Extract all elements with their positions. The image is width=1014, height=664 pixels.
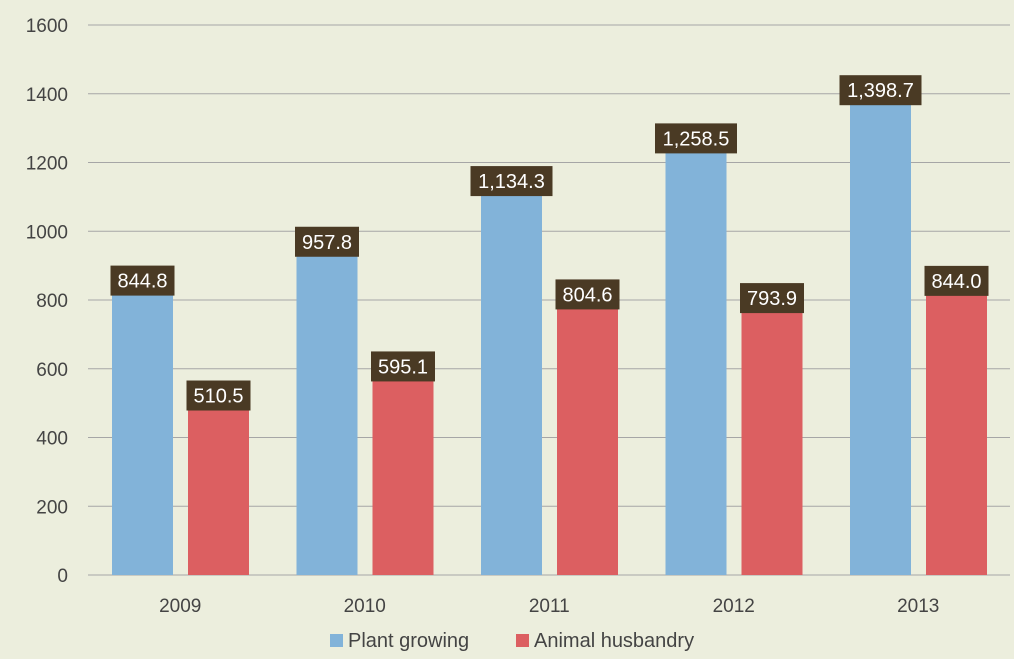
y-tick-label: 800 bbox=[36, 291, 68, 312]
data-label: 1,398.7 bbox=[847, 80, 914, 102]
bar-plant-growing-2011 bbox=[481, 185, 542, 575]
y-tick-label: 400 bbox=[36, 429, 68, 450]
data-label: 804.6 bbox=[562, 284, 612, 306]
bar-plant-growing-2009 bbox=[112, 284, 173, 575]
y-tick-label: 200 bbox=[36, 497, 68, 518]
legend-swatch bbox=[330, 634, 343, 647]
bar-animal-husbandry-2013 bbox=[926, 284, 987, 575]
bar-animal-husbandry-2011 bbox=[557, 298, 618, 575]
data-label: 957.8 bbox=[302, 232, 352, 254]
legend-swatch bbox=[516, 634, 529, 647]
data-label-box bbox=[110, 265, 175, 296]
data-label-box bbox=[470, 166, 553, 197]
data-label-box bbox=[740, 283, 804, 314]
data-label-box bbox=[371, 351, 435, 382]
data-label-box bbox=[295, 226, 359, 257]
bar-animal-husbandry-2009 bbox=[188, 399, 249, 575]
legend-label: Plant growing bbox=[348, 630, 469, 652]
x-tick-label: 2012 bbox=[713, 596, 755, 617]
y-tick-label: 1000 bbox=[26, 222, 68, 243]
y-tick-label: 1200 bbox=[26, 154, 68, 175]
data-labels: 844.8 510.5 957.8 595.1 1,134.3 804.6 1,258.5 7… bbox=[110, 75, 989, 411]
x-tick-label: 2009 bbox=[159, 596, 201, 617]
data-label: 1,134.3 bbox=[478, 171, 545, 193]
data-label-box bbox=[655, 123, 737, 154]
legend-label: Animal husbandry bbox=[534, 630, 694, 652]
data-label-box bbox=[839, 75, 922, 106]
y-tick-label: 1400 bbox=[26, 85, 68, 106]
x-axis-ticks: 2009 2010 2011 2012 2013 bbox=[159, 596, 939, 617]
bars bbox=[112, 94, 987, 576]
data-label: 1,258.5 bbox=[663, 128, 730, 150]
bar-animal-husbandry-2012 bbox=[741, 302, 803, 575]
data-label-box bbox=[924, 265, 989, 296]
x-tick-label: 2011 bbox=[529, 596, 570, 617]
data-label: 844.0 bbox=[931, 271, 981, 293]
x-tick-label: 2013 bbox=[897, 596, 939, 617]
data-label: 510.5 bbox=[193, 386, 243, 408]
bar-plant-growing-2012 bbox=[665, 142, 727, 575]
data-label-box bbox=[186, 380, 251, 411]
bar-plant-growing-2010 bbox=[296, 245, 358, 575]
x-tick-label: 2010 bbox=[344, 596, 386, 617]
data-label: 844.8 bbox=[117, 271, 167, 293]
bar-plant-growing-2013 bbox=[850, 94, 911, 576]
legend: Plant growing Animal husbandry bbox=[330, 630, 694, 652]
y-tick-label: 0 bbox=[57, 566, 68, 587]
data-label: 793.9 bbox=[747, 288, 797, 310]
y-tick-label: 1600 bbox=[26, 16, 68, 37]
data-label: 595.1 bbox=[378, 356, 428, 378]
data-label-box bbox=[555, 279, 620, 310]
y-axis-ticks: 0 200 400 600 800 1000 1200 1400 1600 bbox=[26, 16, 68, 587]
y-tick-label: 600 bbox=[36, 360, 68, 381]
bar-animal-husbandry-2010 bbox=[372, 370, 434, 575]
